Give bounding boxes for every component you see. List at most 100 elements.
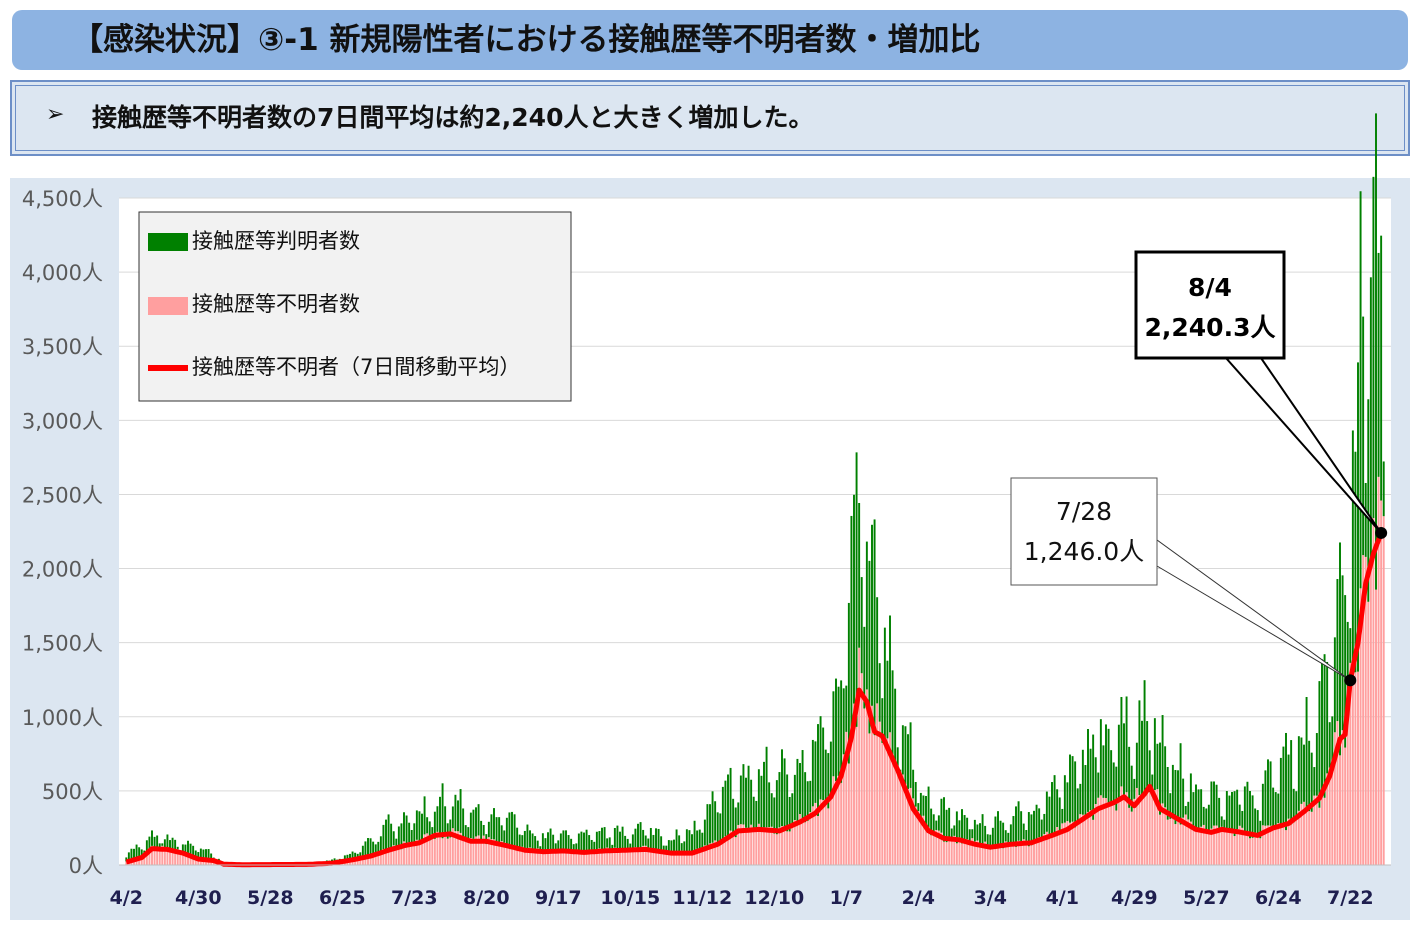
legend: 接触歴等判明者数 接触歴等不明者数 接触歴等不明者（7日間移動平均） [138, 211, 572, 402]
bar-unknown [153, 847, 156, 865]
bar-known [364, 841, 367, 858]
bar-known [403, 812, 405, 842]
bar-unknown [166, 849, 169, 865]
y-tick-label: 500人 [42, 780, 103, 804]
bar-known [1056, 789, 1059, 828]
bar-unknown [804, 822, 807, 865]
bar-known [374, 844, 377, 856]
bar-known [205, 849, 207, 861]
bar-unknown [1295, 816, 1298, 865]
bar-unknown [943, 841, 945, 865]
bar-known [457, 800, 459, 832]
bar-unknown [773, 833, 776, 865]
bar-unknown [1197, 829, 1200, 865]
bar-known [1213, 781, 1215, 826]
bar-known [883, 627, 886, 739]
bar-unknown [1243, 832, 1246, 865]
bar-known [819, 716, 822, 800]
bar-unknown [595, 849, 598, 865]
bar-known [714, 801, 717, 841]
bar-known [1094, 757, 1097, 805]
bar-known [886, 660, 889, 739]
marker-0728 [1344, 674, 1357, 687]
bar-known [896, 747, 899, 774]
bar-unknown [577, 852, 580, 865]
bar-known [359, 852, 362, 858]
bar-unknown [727, 836, 729, 865]
bar-known [739, 775, 742, 825]
bar-unknown [472, 838, 475, 865]
bar-unknown [793, 820, 796, 865]
bar-unknown [590, 851, 593, 865]
bar-known [649, 827, 652, 852]
bar-unknown [819, 799, 822, 865]
bar-unknown [1097, 797, 1100, 865]
bar-unknown [1287, 818, 1290, 865]
bar-known [927, 786, 930, 834]
bar-unknown [1200, 826, 1203, 865]
bar-known [801, 750, 804, 822]
bar-unknown [1056, 827, 1059, 865]
bar-unknown [688, 852, 691, 865]
bar-known [937, 815, 940, 831]
bar-unknown [896, 773, 899, 865]
bar-unknown [1076, 821, 1079, 865]
bar-known [1035, 804, 1038, 843]
bar-known [1279, 757, 1282, 824]
bar-known [814, 741, 817, 803]
bar-known [881, 698, 884, 743]
bar-known [860, 577, 863, 674]
bar-unknown [881, 742, 884, 865]
bar-unknown [701, 850, 704, 865]
bar-known [1300, 737, 1303, 804]
bar-known [487, 821, 490, 838]
bar-known [637, 823, 639, 849]
y-tick-label: 4,000人 [22, 261, 103, 285]
bar-unknown [467, 839, 470, 865]
bar-known [734, 807, 737, 838]
bar-unknown [1025, 840, 1028, 865]
bar-known [1364, 482, 1367, 557]
marker-0804 [1375, 526, 1388, 539]
bar-known [480, 820, 483, 841]
bar-unknown [786, 831, 789, 865]
bar-unknown [611, 851, 614, 865]
bar-known [490, 814, 493, 840]
bar-unknown [883, 738, 886, 865]
bar-unknown [873, 735, 876, 865]
bar-known [1197, 789, 1200, 830]
bar-known [187, 840, 189, 857]
bar-unknown [171, 851, 174, 865]
bar-unknown [523, 848, 526, 865]
bar-unknown [1354, 672, 1357, 865]
bar-unknown [374, 855, 377, 865]
bar-known [372, 841, 375, 854]
bar-known [989, 834, 992, 850]
bar-unknown [1112, 804, 1115, 865]
bar-known [1123, 723, 1125, 795]
bar-known [945, 809, 948, 843]
bar-unknown [1290, 824, 1293, 865]
bar-unknown [719, 843, 722, 865]
bar-unknown [863, 708, 866, 865]
bar-known [961, 809, 963, 844]
bar-unknown [1349, 662, 1352, 865]
bar-known [979, 823, 981, 846]
bar-unknown [433, 838, 436, 865]
bar-known [580, 831, 583, 854]
bar-unknown [829, 798, 832, 865]
bar-known [1138, 700, 1141, 795]
bar-unknown [1063, 822, 1066, 865]
bar-known [863, 626, 866, 709]
bar-unknown [1133, 798, 1136, 865]
bar-known [1166, 767, 1169, 820]
bar-unknown [559, 848, 562, 865]
bar-known [781, 749, 783, 827]
bar-unknown [665, 852, 668, 865]
bar-known [467, 827, 470, 840]
bar-unknown [1369, 565, 1372, 865]
bar-known [1002, 822, 1005, 849]
bar-unknown [603, 852, 606, 865]
bar-known [891, 670, 894, 762]
bar-unknown [1159, 814, 1161, 865]
